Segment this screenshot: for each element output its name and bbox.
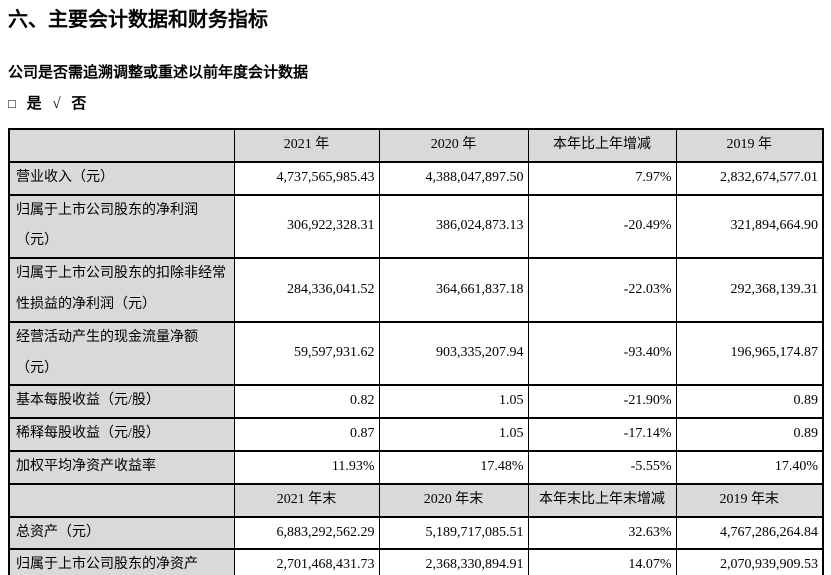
checkbox-no-label: 否 <box>71 96 87 112</box>
table-row-revenue: 营业收入（元） 4,737,565,985.43 4,388,047,897.5… <box>8 160 824 196</box>
checkbox-checked-icon: √ <box>52 96 61 112</box>
cell-yoy: -21.90% <box>527 384 677 420</box>
header-2021-yearend: 2021 年末 <box>233 482 380 518</box>
header-yearend-change: 本年末比上年末增减 <box>527 482 677 518</box>
cell-2021: 0.82 <box>233 384 380 420</box>
cell-yoy: -93.40% <box>527 320 677 387</box>
cell-2019: 4,767,286,264.84 <box>675 515 824 551</box>
annual-header-row: 2021 年 2020 年 本年比上年增减 2019 年 <box>8 128 824 163</box>
cell-2020: 2,368,330,894.91 <box>378 548 529 575</box>
section-title: 六、主要会计数据和财务指标 <box>8 7 268 31</box>
row-label: 营业收入（元） <box>8 160 235 196</box>
cell-2021: 2,701,468,431.73 <box>233 548 380 575</box>
restatement-answer-line: □ 是 √ 否 <box>8 95 822 113</box>
cell-2020: 1.05 <box>378 384 529 420</box>
table-row-total-assets: 总资产（元） 6,883,292,562.29 5,189,717,085.51… <box>8 515 824 551</box>
cell-2021: 11.93% <box>233 449 380 485</box>
header-yoy-change: 本年比上年增减 <box>527 128 677 163</box>
table-row-net-profit-excl-nonrecurring: 归属于上市公司股东的扣除非经常性损益的净利润（元） 284,336,041.52… <box>8 257 824 323</box>
cell-2020: 17.48% <box>378 449 529 485</box>
table-row-net-profit: 归属于上市公司股东的净利润（元） 306,922,328.31 386,024,… <box>8 193 824 260</box>
row-label: 加权平均净资产收益率 <box>8 449 235 485</box>
cell-2019: 2,070,939,909.53 <box>675 548 824 575</box>
row-label: 经营活动产生的现金流量净额（元） <box>8 320 235 387</box>
table-row-basic-eps: 基本每股收益（元/股） 0.82 1.05 -21.90% 0.89 <box>8 384 824 420</box>
checkbox-unchecked-icon: □ <box>8 96 16 111</box>
row-label: 基本每股收益（元/股） <box>8 384 235 420</box>
row-label: 稀释每股收益（元/股） <box>8 417 235 452</box>
row-label: 归属于上市公司股东的净利润（元） <box>8 193 235 260</box>
corner-cell <box>8 482 235 518</box>
cell-2020: 364,661,837.18 <box>378 257 529 323</box>
corner-cell <box>8 128 235 163</box>
cell-yoy: 32.63% <box>527 515 677 551</box>
table-row-weighted-avg-roe: 加权平均净资产收益率 11.93% 17.48% -5.55% 17.40% <box>8 449 824 485</box>
cell-2020: 4,388,047,897.50 <box>378 160 529 196</box>
cell-2020: 903,335,207.94 <box>378 320 529 387</box>
cell-2019: 292,368,139.31 <box>675 257 824 323</box>
header-2021: 2021 年 <box>233 128 380 163</box>
restatement-question: 公司是否需追溯调整或重述以前年度会计数据 <box>8 65 309 81</box>
cell-yoy: -22.03% <box>527 257 677 323</box>
checkbox-yes-label: 是 <box>26 96 42 112</box>
cell-yoy: -20.49% <box>527 193 677 260</box>
cell-yoy: -17.14% <box>527 417 677 452</box>
cell-2021: 59,597,931.62 <box>233 320 380 387</box>
cell-2020: 5,189,717,085.51 <box>378 515 529 551</box>
cell-2019: 321,894,664.90 <box>675 193 824 260</box>
row-label: 总资产（元） <box>8 515 235 551</box>
cell-yoy: 14.07% <box>527 548 677 575</box>
table-row-net-assets: 归属于上市公司股东的净资产 2,701,468,431.73 2,368,330… <box>8 548 824 575</box>
cell-2020: 386,024,873.13 <box>378 193 529 260</box>
cell-2021: 6,883,292,562.29 <box>233 515 380 551</box>
cell-2019: 196,965,174.87 <box>675 320 824 387</box>
cell-2021: 284,336,041.52 <box>233 257 380 323</box>
row-label: 归属于上市公司股东的净资产 <box>8 548 235 575</box>
cell-2019: 17.40% <box>675 449 824 485</box>
header-2019-yearend: 2019 年末 <box>675 482 824 518</box>
cell-2019: 0.89 <box>675 384 824 420</box>
financial-indicators-table: 2021 年 2020 年 本年比上年增减 2019 年 营业收入（元） 4,7… <box>8 128 824 575</box>
header-2020: 2020 年 <box>378 128 529 163</box>
cell-2021: 306,922,328.31 <box>233 193 380 260</box>
table-row-diluted-eps: 稀释每股收益（元/股） 0.87 1.05 -17.14% 0.89 <box>8 417 824 452</box>
cell-2020: 1.05 <box>378 417 529 452</box>
cell-yoy: 7.97% <box>527 160 677 196</box>
row-label: 归属于上市公司股东的扣除非经常性损益的净利润（元） <box>8 257 235 323</box>
cell-2021: 0.87 <box>233 417 380 452</box>
cell-2019: 2,832,674,577.01 <box>675 160 824 196</box>
cell-2021: 4,737,565,985.43 <box>233 160 380 196</box>
yearend-header-row: 2021 年末 2020 年末 本年末比上年末增减 2019 年末 <box>8 482 824 518</box>
cell-2019: 0.89 <box>675 417 824 452</box>
cell-yoy: -5.55% <box>527 449 677 485</box>
table-row-operating-cash-flow: 经营活动产生的现金流量净额（元） 59,597,931.62 903,335,2… <box>8 320 824 387</box>
header-2019: 2019 年 <box>675 128 824 163</box>
header-2020-yearend: 2020 年末 <box>378 482 529 518</box>
